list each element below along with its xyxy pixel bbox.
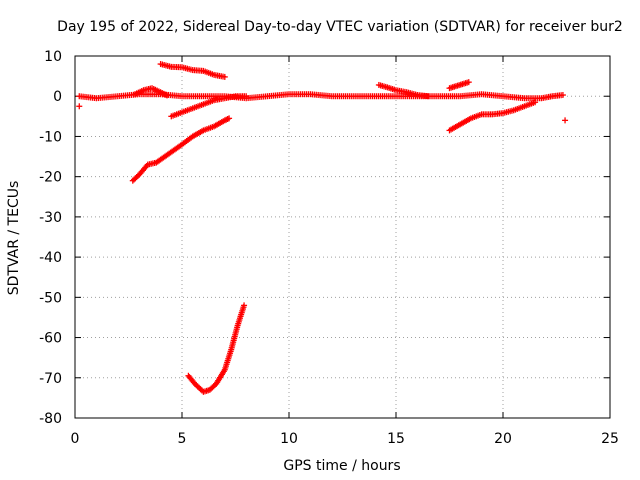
x-tick-label: 25 <box>601 431 619 447</box>
data-points <box>76 61 569 395</box>
x-tick-label: 20 <box>494 431 512 447</box>
y-tick-label: 0 <box>53 89 62 105</box>
y-tick-label: -50 <box>39 290 62 306</box>
axis-ticks: 10 0 -10 -20 -30 -40 -50 -60 -70 -80 0 5 10 15 20 25 <box>39 49 619 447</box>
x-tick-label: 5 <box>178 431 187 447</box>
data-point <box>164 92 171 99</box>
y-tick-label: -30 <box>39 210 62 226</box>
data-point <box>76 103 83 110</box>
plot-frame <box>74 55 611 419</box>
y-tick-label: -40 <box>39 250 62 266</box>
data-point <box>562 117 569 124</box>
data-point <box>226 115 233 122</box>
data-point <box>241 302 248 309</box>
data-point <box>221 73 228 80</box>
y-tick-label: -70 <box>39 371 62 387</box>
y-tick-label: 10 <box>44 49 62 65</box>
y-tick-label: -80 <box>39 411 62 427</box>
data-point <box>559 92 566 99</box>
y-axis-label: SDTVAR / TECUs <box>6 181 22 296</box>
y-tick-label: -20 <box>39 170 62 186</box>
chart-title: Day 195 of 2022, Sidereal Day-to-day VTE… <box>57 19 623 35</box>
x-tick-label: 15 <box>387 431 405 447</box>
y-tick-label: -10 <box>39 129 62 145</box>
x-tick-label: 10 <box>280 431 298 447</box>
data-point <box>532 99 539 106</box>
data-point <box>465 79 472 86</box>
x-axis-label: GPS time / hours <box>283 458 400 474</box>
data-point <box>243 93 250 100</box>
grid <box>75 56 610 418</box>
y-tick-label: -60 <box>39 331 62 347</box>
x-tick-label: 0 <box>71 431 80 447</box>
data-point <box>425 93 432 100</box>
